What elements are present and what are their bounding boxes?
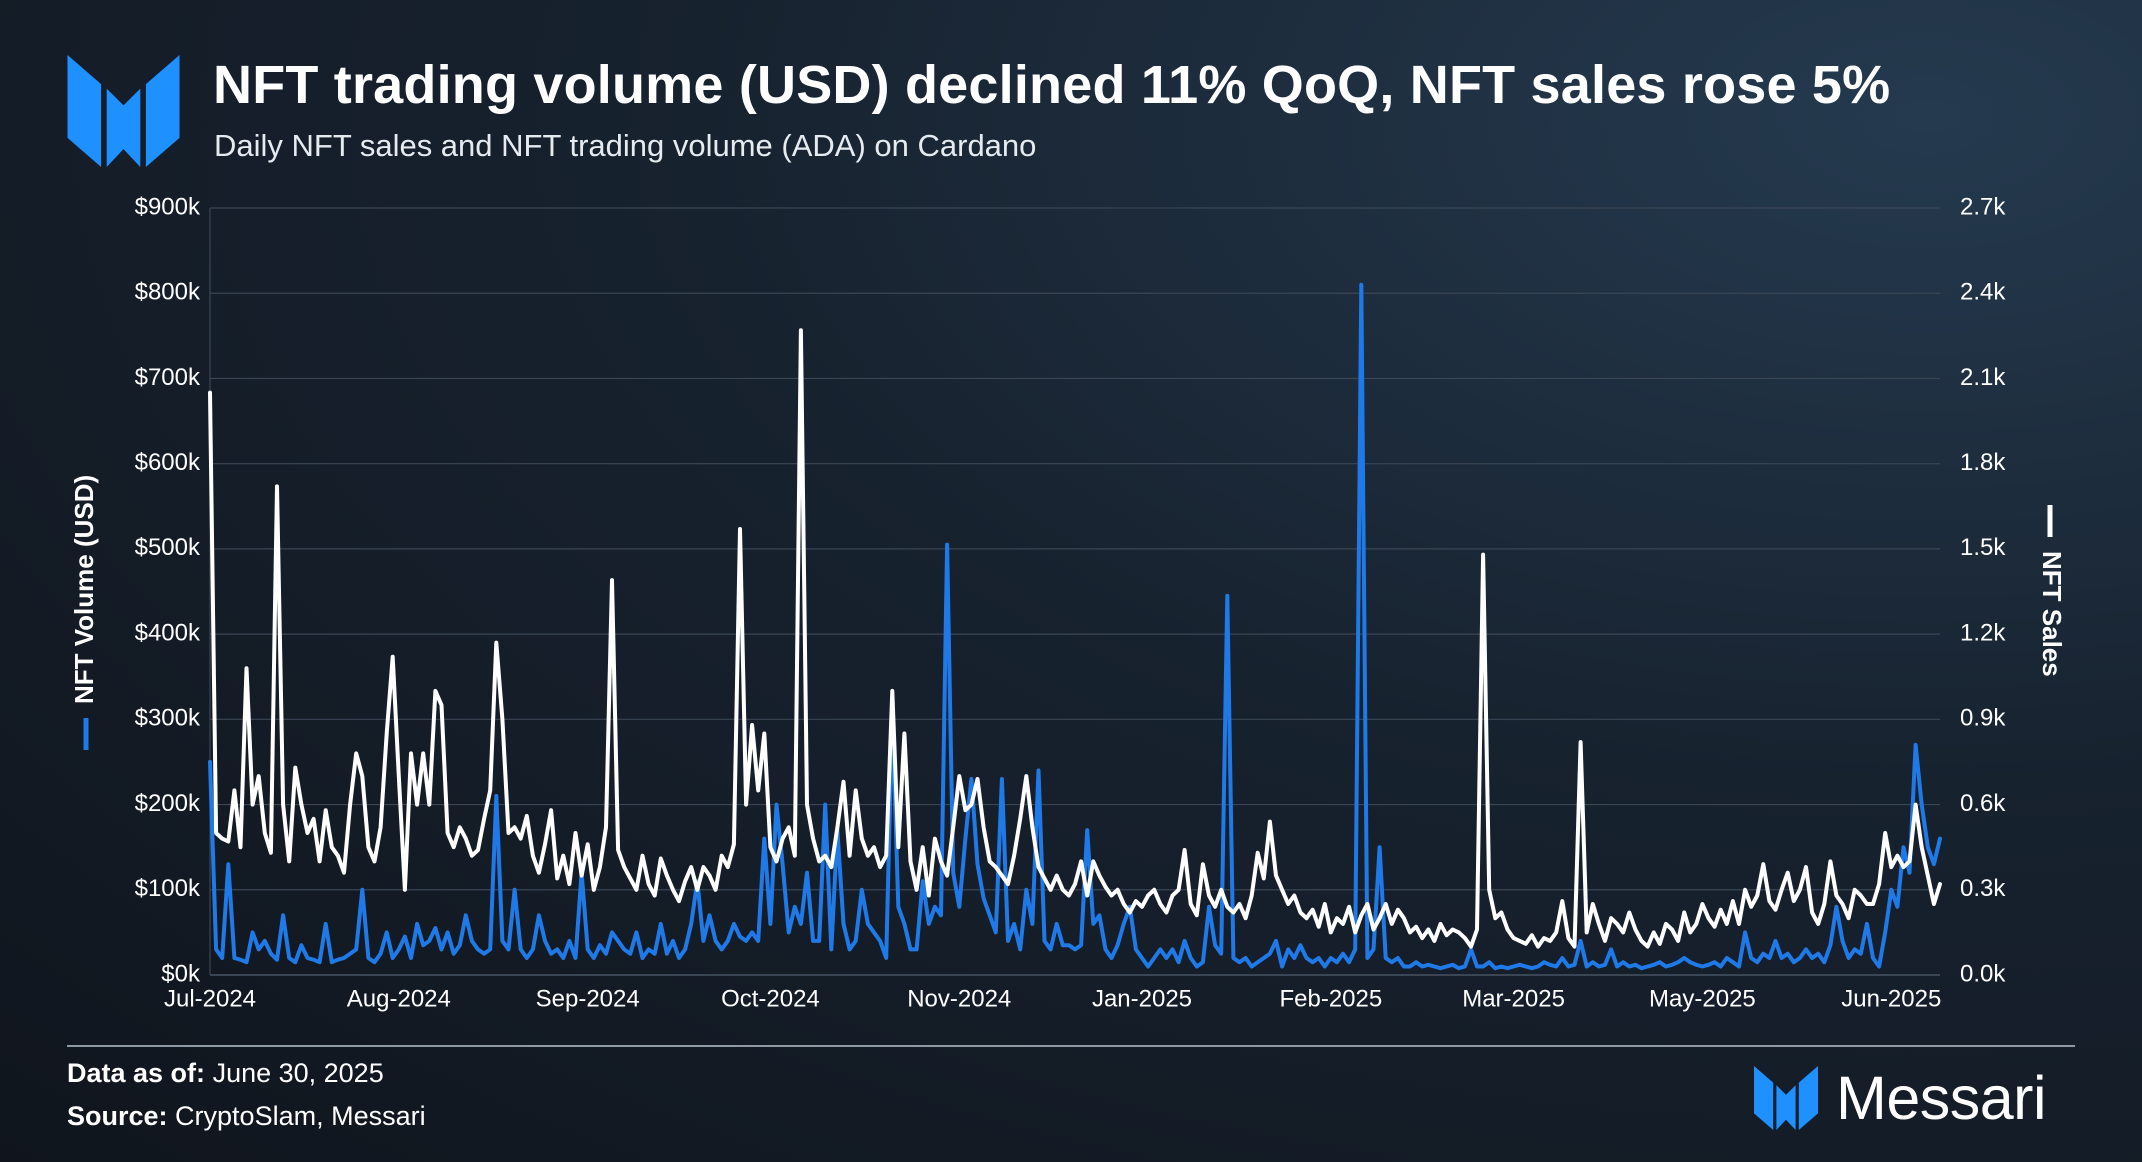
x-tick-label: Feb-2025 <box>1279 985 1382 1012</box>
footer-divider <box>67 1045 2075 1047</box>
source-value: CryptoSlam, Messari <box>175 1101 426 1131</box>
gridlines <box>209 207 1940 976</box>
volume-series-line <box>208 282 1942 971</box>
sales-series-line <box>208 328 1942 949</box>
left-axis-ticks: $0k $100k $200k $300k $400k $500k $600k $700k $8… <box>135 193 201 987</box>
right-tick-label: 2.7k <box>1960 193 2006 220</box>
series-lines <box>208 282 1942 971</box>
messari-brand-icon <box>1754 1066 1818 1130</box>
x-tick-label: Nov-2024 <box>907 985 1011 1012</box>
right-axis-title: NFT Sales <box>2037 551 2067 677</box>
left-tick-label: $200k <box>135 790 201 817</box>
x-tick-label: Sep-2024 <box>536 985 640 1012</box>
messari-logo-icon <box>67 55 180 167</box>
data-as-of: Data as of: June 30, 2025 <box>67 1058 384 1089</box>
chart-subtitle: Daily NFT sales and NFT trading volume (… <box>214 128 1037 163</box>
source-label: Source: <box>67 1101 168 1131</box>
x-tick-label: Oct-2024 <box>721 985 820 1012</box>
left-tick-label: $400k <box>135 619 201 646</box>
right-tick-label: 1.2k <box>1960 619 2006 646</box>
left-tick-label: $500k <box>135 534 201 561</box>
x-tick-label: Jan-2025 <box>1092 985 1192 1012</box>
right-tick-label: 0.0k <box>1960 960 2006 987</box>
x-tick-label: Mar-2025 <box>1462 985 1565 1012</box>
left-tick-label: $0k <box>161 960 201 987</box>
right-tick-label: 0.3k <box>1960 875 2006 902</box>
right-tick-label: 1.5k <box>1960 534 2006 561</box>
left-axis-title: NFT Volume (USD) <box>69 475 99 704</box>
right-tick-label: 0.9k <box>1960 705 2006 732</box>
x-tick-label: Aug-2024 <box>347 985 451 1012</box>
right-tick-label: 2.1k <box>1960 364 2006 391</box>
right-axis-ticks: 0.0k 0.3k 0.6k 0.9k 1.2k 1.5k 1.8k 2.1k 2.4k 2.7k <box>1960 193 2006 987</box>
left-tick-label: $900k <box>135 193 201 220</box>
left-tick-label: $700k <box>135 364 201 391</box>
data-as-of-value: June 30, 2025 <box>212 1058 384 1088</box>
brand-logo: Messari <box>1754 1063 2047 1133</box>
left-tick-label: $300k <box>135 705 201 732</box>
right-axis-title-group: NFT Sales <box>2037 505 2067 677</box>
left-tick-label: $600k <box>135 449 201 476</box>
brand-name: Messari <box>1836 1064 2047 1132</box>
source-line: Source: CryptoSlam, Messari <box>67 1101 426 1132</box>
x-axis-ticks: Jul-2024 Aug-2024 Sep-2024 Oct-2024 Nov-2024… <box>164 985 1941 1012</box>
left-tick-label: $800k <box>135 279 201 306</box>
right-tick-label: 1.8k <box>1960 449 2006 476</box>
left-tick-label: $100k <box>135 875 201 902</box>
x-tick-label: Jun-2025 <box>1841 985 1941 1012</box>
left-axis-title-group: NFT Volume (USD) <box>69 475 99 750</box>
data-as-of-label: Data as of: <box>67 1058 206 1088</box>
x-tick-label: May-2025 <box>1649 985 1756 1012</box>
right-tick-label: 2.4k <box>1960 279 2006 306</box>
right-tick-label: 0.6k <box>1960 790 2006 817</box>
chart-title: NFT trading volume (USD) declined 11% Qo… <box>213 55 1891 115</box>
x-tick-label: Jul-2024 <box>164 985 256 1012</box>
